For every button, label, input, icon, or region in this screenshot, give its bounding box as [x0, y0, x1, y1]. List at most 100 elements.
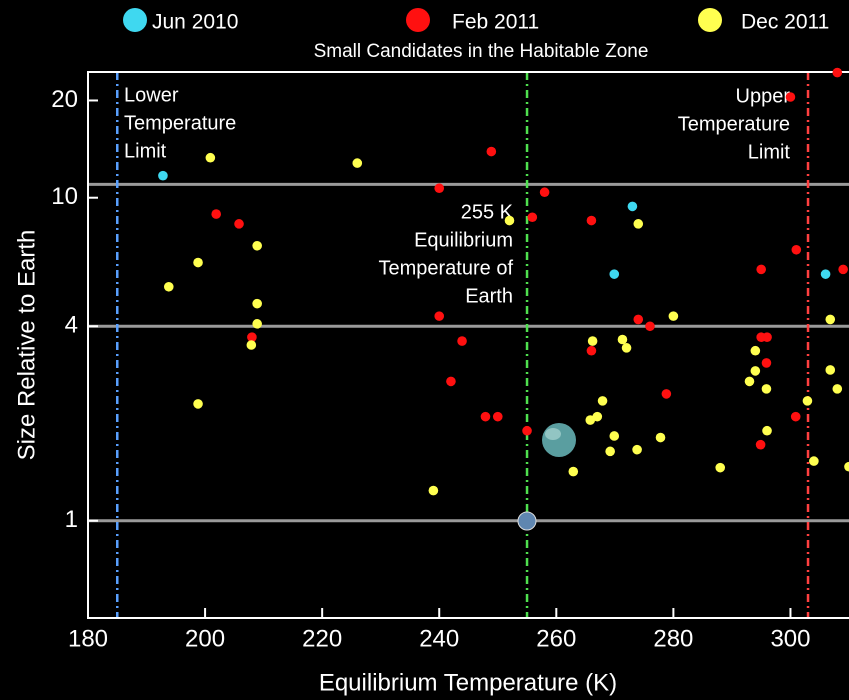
data-point — [756, 264, 766, 275]
data-point — [352, 158, 363, 168]
x-tick-label: 260 — [536, 625, 576, 652]
data-point — [486, 146, 497, 157]
planet-highlight — [545, 428, 561, 440]
data-point — [832, 67, 843, 78]
x-tick-label: 240 — [419, 625, 459, 652]
data-point — [621, 343, 632, 353]
legend-marker — [698, 8, 722, 32]
legend-label: Feb 2011 — [452, 11, 539, 34]
data-point — [825, 314, 836, 325]
data-point — [205, 152, 216, 163]
data-point — [597, 396, 608, 406]
chart-title: Small Candidates in the Habitable Zone — [314, 41, 649, 62]
data-point — [761, 384, 772, 394]
data-point — [715, 462, 726, 473]
data-point — [434, 183, 445, 194]
x-axis-label: Equilibrium Temperature (K) — [319, 669, 617, 696]
data-point — [247, 332, 257, 343]
data-point — [832, 384, 843, 394]
x-tick-label: 280 — [653, 625, 693, 652]
data-point — [632, 444, 642, 455]
x-tick-label: 180 — [68, 625, 108, 652]
data-point — [633, 219, 644, 229]
data-point — [158, 170, 168, 181]
data-point — [428, 485, 439, 496]
annotation: 255 K — [461, 201, 514, 223]
data-point — [504, 215, 515, 226]
data-point — [661, 389, 672, 399]
annotation: Temperature — [678, 113, 790, 135]
annotation: Equilibrium — [414, 229, 513, 251]
data-point — [791, 244, 802, 255]
annotation: Lower — [124, 84, 179, 106]
y-tick-label: 1 — [65, 506, 78, 533]
legend-marker — [406, 8, 430, 32]
data-point — [163, 281, 174, 292]
data-point — [252, 319, 262, 329]
x-tick-label: 300 — [770, 625, 810, 652]
data-point — [568, 466, 579, 477]
data-point — [609, 269, 620, 279]
data-point — [750, 345, 761, 356]
data-point — [252, 240, 262, 251]
data-point — [480, 411, 491, 422]
y-tick-label: 10 — [51, 183, 78, 210]
data-point — [645, 321, 655, 332]
data-point — [586, 345, 597, 356]
data-point — [193, 399, 203, 409]
data-point — [750, 366, 761, 376]
annotation: Limit — [124, 140, 167, 162]
data-point — [446, 376, 456, 387]
earth-image — [517, 511, 537, 531]
data-point — [785, 92, 796, 102]
data-point — [234, 219, 244, 229]
data-point — [586, 215, 597, 226]
data-point — [755, 439, 766, 450]
data-point — [246, 340, 257, 350]
legend-label: Jun 2010 — [152, 11, 238, 34]
data-point — [668, 311, 679, 321]
data-point — [457, 336, 467, 346]
legend-marker — [123, 8, 147, 32]
data-point — [790, 411, 801, 422]
data-point — [252, 298, 262, 309]
annotation: Temperature — [124, 112, 236, 134]
legend-label: Dec 2011 — [741, 11, 829, 34]
data-point — [434, 311, 445, 321]
x-tick-label: 200 — [185, 625, 225, 652]
data-point — [744, 376, 755, 387]
data-point — [193, 257, 203, 268]
data-point — [809, 456, 819, 466]
axis-frame — [87, 71, 849, 619]
y-tick-label: 4 — [65, 312, 78, 339]
planet-image — [542, 423, 576, 457]
y-tick-label: 20 — [51, 86, 78, 113]
data-point — [844, 461, 849, 472]
data-point — [762, 332, 772, 343]
annotation: Temperature of — [378, 257, 513, 279]
data-point — [587, 336, 598, 346]
data-point — [609, 431, 620, 441]
data-point — [539, 187, 550, 198]
data-point — [825, 365, 836, 375]
data-point — [762, 425, 772, 436]
x-tick-label: 220 — [302, 625, 342, 652]
data-point — [655, 432, 666, 443]
data-point — [527, 212, 538, 223]
data-point — [617, 334, 628, 345]
annotation: Upper — [736, 85, 791, 107]
annotation: Earth — [465, 285, 513, 307]
data-point — [820, 269, 831, 279]
data-point — [761, 358, 772, 368]
data-point — [633, 314, 644, 325]
data-point — [492, 411, 503, 422]
data-point — [627, 201, 638, 212]
data-point — [522, 425, 532, 436]
data-point — [585, 415, 596, 425]
y-axis-label: Size Relative to Earth — [13, 230, 40, 461]
data-point — [605, 446, 615, 457]
data-point — [211, 209, 221, 219]
